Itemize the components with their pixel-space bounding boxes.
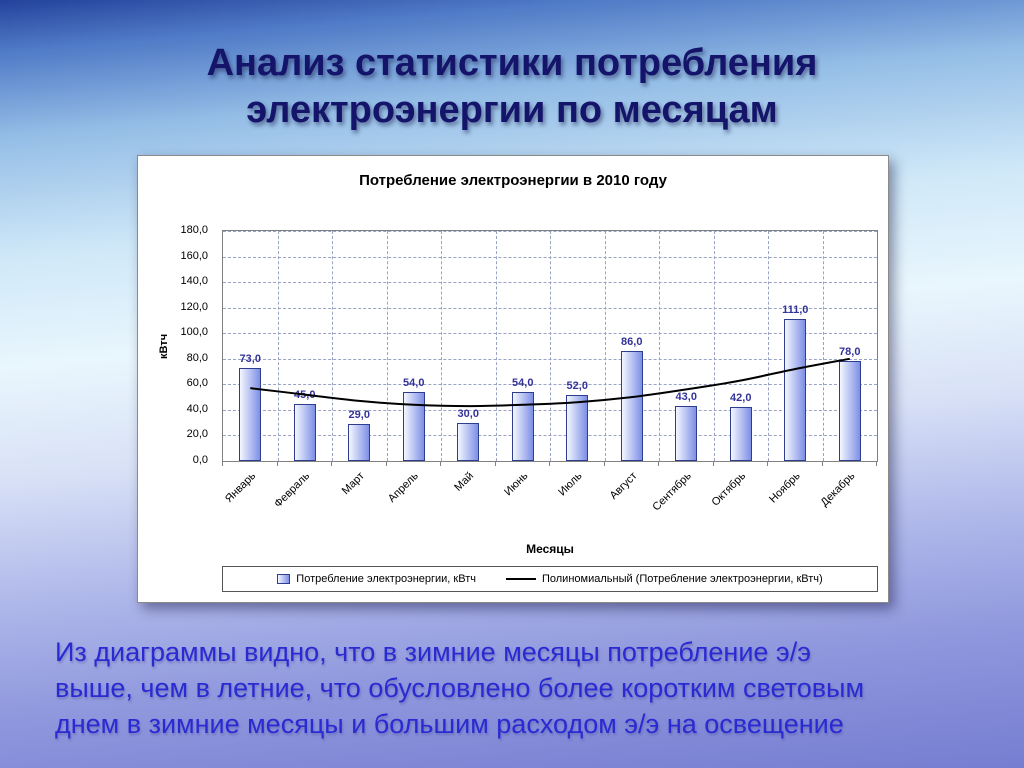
- x-tick-mark: [549, 462, 550, 466]
- x-tick-mark: [658, 462, 659, 466]
- legend-item-bars: Потребление электроэнергии, кВтч: [277, 573, 476, 585]
- x-tick-mark: [385, 462, 387, 466]
- v-gridline: [713, 231, 715, 461]
- bar: [293, 403, 316, 461]
- trend-line-swatch-icon: [505, 578, 536, 580]
- bar-value-label: 73,0: [239, 352, 261, 365]
- y-tick-label: 140,0: [180, 275, 208, 288]
- bar-value-label: 30,0: [457, 407, 479, 420]
- x-tick-mark: [222, 462, 223, 466]
- y-tick-label: 180,0: [180, 224, 208, 236]
- footer-line-2: выше, чем в летние, что обусловлено боле…: [55, 673, 865, 703]
- bar: [348, 423, 371, 461]
- y-tick-label: 160,0: [180, 249, 208, 262]
- y-tick-label: 20,0: [186, 428, 208, 441]
- legend-label-trend: Полиномиальный (Потребление электроэнерг…: [541, 573, 823, 585]
- bar: [511, 392, 534, 461]
- bar-value-label: 78,0: [839, 346, 861, 359]
- v-gridline: [495, 231, 497, 461]
- legend: Потребление электроэнергии, кВтч Полином…: [222, 566, 878, 592]
- v-gridline: [604, 231, 606, 461]
- chart-title: Потребление электроэнергии в 2010 году: [359, 172, 667, 189]
- bar-value-label: 52,0: [566, 379, 588, 392]
- x-tick-mark: [767, 462, 768, 466]
- bar-value-label: 29,0: [348, 408, 370, 421]
- bar: [402, 392, 425, 461]
- x-axis-title: Месяцы: [526, 542, 574, 556]
- bar: [457, 422, 480, 461]
- v-gridline: [659, 231, 660, 461]
- legend-item-trend: Полиномиальный (Потребление электроэнерг…: [505, 573, 823, 585]
- y-tick-label: 60,0: [186, 377, 208, 390]
- slide-title-line-2: электроэнергии по месяцам: [246, 89, 778, 131]
- trend-line: [250, 357, 850, 408]
- y-tick-label: 100,0: [180, 326, 208, 339]
- footer-text: Из диаграммы видно, что в зимние месяцы …: [55, 634, 975, 742]
- bar-value-label: 86,0: [621, 336, 643, 349]
- slide-title: Анализ статистики потребления электроэне…: [0, 40, 1024, 134]
- v-gridline: [550, 231, 551, 461]
- y-axis-ticks: 180,0 160,0 140,0 120,0 100,0 80,0 60,0 40,0 20,…: [138, 224, 216, 466]
- y-tick-label: 0,0: [192, 454, 208, 466]
- x-tick-mark: [821, 462, 823, 466]
- bar: [566, 394, 589, 461]
- v-gridline: [822, 231, 824, 461]
- plot-area: 73,0 45,0 29,0 54,0 30,0 54,0 52,0 86,0 43,0 42,0…: [222, 230, 878, 462]
- v-gridline: [332, 231, 333, 461]
- legend-label-bars: Потребление электроэнергии, кВтч: [296, 573, 476, 585]
- bar: [784, 319, 807, 461]
- bar-value-label: 42,0: [730, 392, 752, 405]
- bar: [838, 361, 861, 461]
- x-tick-mark: [876, 462, 877, 466]
- v-gridline: [277, 231, 279, 461]
- y-tick-label: 40,0: [186, 402, 208, 415]
- bar-value-label: 111,0: [782, 304, 809, 317]
- x-tick-mark: [494, 462, 496, 466]
- bar: [729, 407, 752, 461]
- x-tick-mark: [603, 462, 605, 466]
- x-tick-mark: [331, 462, 332, 466]
- bar-value-label: 54,0: [403, 377, 425, 389]
- bar: [675, 406, 698, 461]
- bar-value-label: 43,0: [675, 391, 697, 404]
- v-gridline: [768, 231, 769, 461]
- x-axis-labels: Январь Февраль Март Апрель Май Июнь Июль Август…: [222, 462, 878, 538]
- v-gridline: [386, 231, 388, 461]
- chart-panel: Потребление электроэнергии в 2010 году к…: [137, 155, 889, 603]
- y-tick-label: 120,0: [180, 300, 208, 313]
- x-tick-mark: [712, 462, 714, 466]
- bar-value-label: 54,0: [512, 377, 534, 389]
- bar: [620, 351, 643, 461]
- bar-series-swatch-icon: [277, 574, 291, 584]
- y-tick-label: 80,0: [186, 351, 208, 364]
- bar: [239, 367, 262, 461]
- x-tick-mark: [276, 462, 278, 466]
- v-gridline: [441, 231, 442, 461]
- slide-title-line-1: Анализ статистики потребления: [206, 42, 818, 84]
- footer-line-1: Из диаграммы видно, что в зимние месяцы …: [55, 637, 811, 667]
- footer-line-3: днем в зимние месяцы и большим расходом …: [55, 709, 844, 739]
- x-tick-mark: [440, 462, 441, 466]
